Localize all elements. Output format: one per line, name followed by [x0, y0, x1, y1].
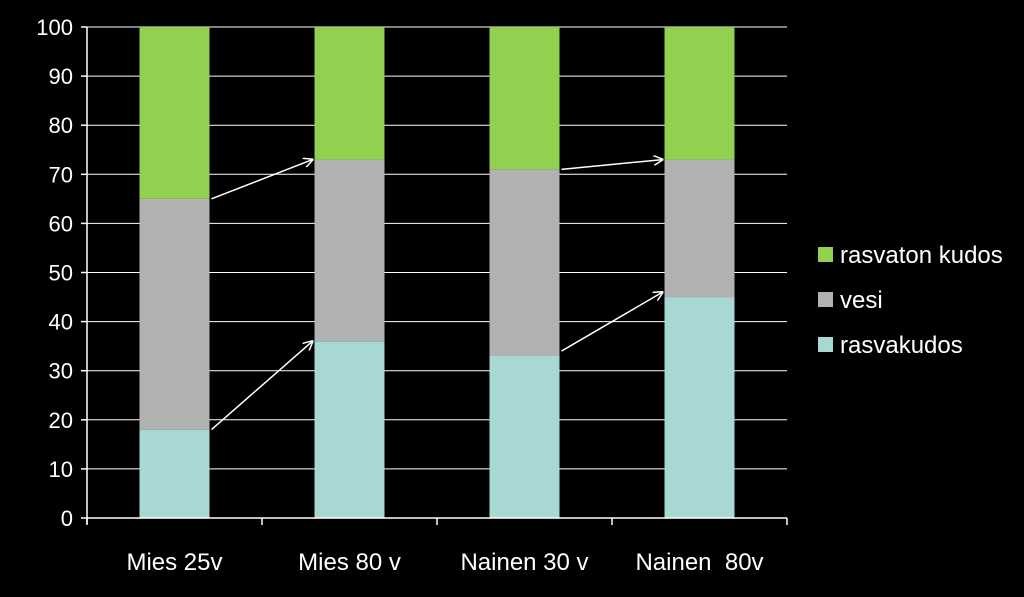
- legend-label: vesi: [840, 287, 883, 314]
- y-tick-label: 50: [49, 261, 73, 286]
- annotation-arrow-2: [561, 160, 663, 171]
- x-axis-labels: Mies 25v Mies 80 v Nainen 30 v Nainen 80v: [126, 549, 763, 576]
- legend-swatch-rasvaton-kudos: [818, 247, 833, 262]
- axes: [86, 27, 788, 525]
- annotation-arrow-0: [211, 160, 313, 200]
- y-tick-label: 30: [49, 359, 73, 384]
- bar-vesi-0: [139, 198, 210, 430]
- y-tick-label: 70: [49, 162, 73, 187]
- y-tick-label: 90: [49, 64, 73, 89]
- x-category-label: Mies 80 v: [298, 549, 401, 576]
- y-tick-label: 10: [49, 457, 73, 482]
- annotation-arrow-1: [211, 341, 313, 431]
- bars: [139, 27, 735, 518]
- legend-swatch-vesi: [818, 292, 833, 307]
- legend-swatch-rasvakudos: [818, 337, 833, 352]
- bar-rasvaton-kudos-2: [489, 27, 560, 170]
- bar-rasvaton-kudos-1: [314, 27, 385, 160]
- bar-vesi-1: [314, 159, 385, 342]
- bar-rasvakudos-2: [489, 355, 560, 518]
- annotation-arrows: [211, 160, 663, 431]
- bar-rasvaton-kudos-3: [664, 27, 735, 160]
- y-tick-label: 20: [49, 408, 73, 433]
- annotation-arrow-3: [561, 292, 663, 352]
- legend: rasvaton kudos vesi rasvakudos: [818, 242, 1003, 359]
- x-category-label: Mies 25v: [126, 549, 222, 576]
- bar-rasvakudos-1: [314, 341, 385, 518]
- x-category-label: Nainen 80v: [635, 549, 763, 576]
- y-tick-label: 0: [61, 506, 73, 531]
- y-axis-ticks: 0 10 20 30 40 50 60 70 80 90 100: [36, 15, 87, 531]
- bar-vesi-2: [489, 169, 560, 356]
- y-tick-label: 80: [49, 113, 73, 138]
- bar-rasvaton-kudos-0: [139, 27, 210, 199]
- y-tick-label: 60: [49, 211, 73, 236]
- bar-rasvakudos-3: [664, 297, 735, 518]
- y-tick-label: 100: [36, 15, 73, 40]
- bar-rasvakudos-0: [139, 429, 210, 518]
- x-category-label: Nainen 30 v: [460, 549, 588, 576]
- y-tick-label: 40: [49, 310, 73, 335]
- legend-label: rasvaton kudos: [840, 242, 1003, 269]
- legend-label: rasvakudos: [840, 332, 963, 359]
- bar-vesi-3: [664, 159, 735, 298]
